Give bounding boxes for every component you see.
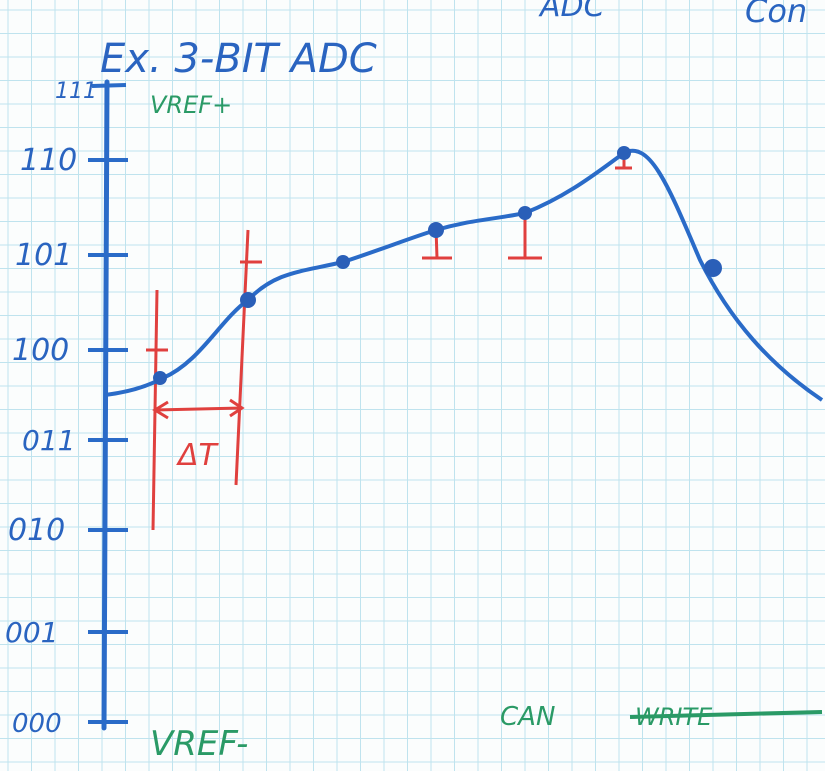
title: Ex. 3-BIT ADC xyxy=(100,36,377,82)
code-label: 000 xyxy=(12,709,62,739)
code-label: 101 xyxy=(15,238,72,273)
vref-plus: VREF+ xyxy=(150,91,232,119)
error-bar xyxy=(508,215,542,260)
vref-minus: VREF- xyxy=(150,724,248,764)
signal-curve xyxy=(104,149,824,402)
code-label: 011 xyxy=(22,424,75,457)
top-word: ADC xyxy=(538,0,605,24)
delta-t: ΔT xyxy=(176,438,220,473)
sample xyxy=(336,255,350,269)
code-label: 110 xyxy=(20,143,77,178)
vertical-axis xyxy=(101,79,110,731)
sample xyxy=(704,259,722,277)
sample xyxy=(240,292,256,308)
note: CAN xyxy=(500,702,555,732)
code-label: 010 xyxy=(8,513,65,548)
top-word: Con xyxy=(745,0,807,30)
arrow-heads xyxy=(152,398,245,420)
red-arrow xyxy=(154,406,243,412)
sample xyxy=(428,222,444,238)
code-label: 111 xyxy=(55,79,97,104)
sample xyxy=(153,371,167,385)
red-line xyxy=(234,229,250,486)
sample xyxy=(617,146,631,160)
code-label: 001 xyxy=(5,616,58,649)
axis-top-cap xyxy=(91,83,127,88)
tick-group: 111 110 101 100 011 010 001 000 xyxy=(5,79,128,739)
strike-line xyxy=(629,710,823,719)
code-label: 100 xyxy=(12,333,69,368)
sample xyxy=(518,206,532,220)
sample-points xyxy=(153,146,722,385)
